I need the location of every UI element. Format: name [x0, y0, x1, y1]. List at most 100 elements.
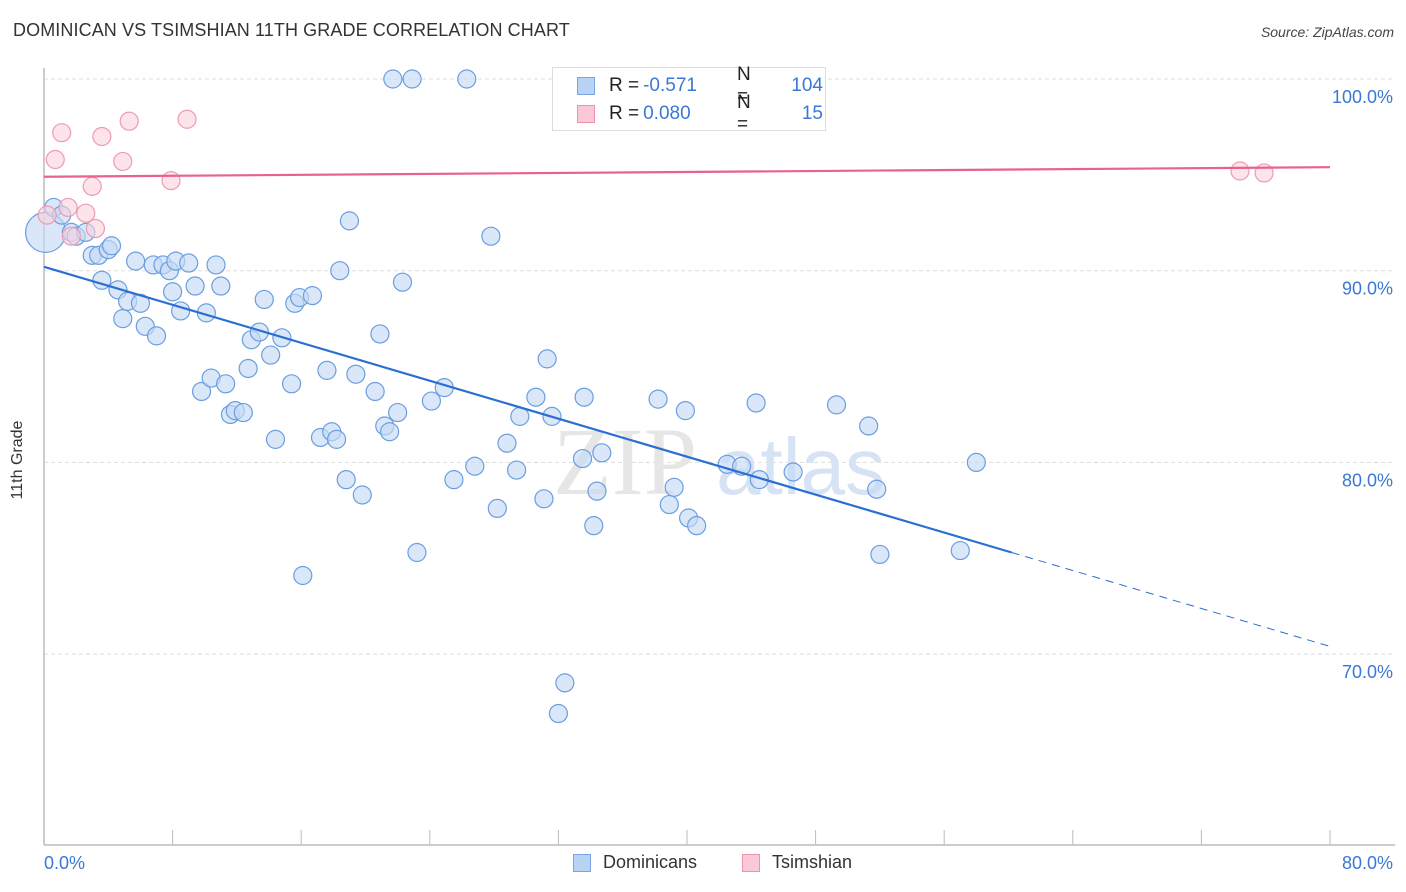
dominicans-point: [534, 489, 554, 509]
dominicans-point: [365, 381, 385, 402]
dominicans-point: [867, 479, 887, 499]
y-tick-label: 70.0%: [1342, 662, 1393, 682]
tsimshian-point: [177, 109, 197, 129]
dominicans-point: [746, 393, 766, 413]
dominicans-point: [526, 387, 546, 407]
y-tick-label: 100.0%: [1332, 87, 1393, 107]
dominicans-point: [402, 69, 422, 89]
dominicans-point: [388, 402, 408, 423]
tsimshian-point: [92, 126, 112, 147]
tsimshian-point: [161, 171, 181, 191]
dominicans-point: [326, 429, 347, 449]
tsimshian-point: [76, 203, 96, 223]
dominicans-point: [584, 516, 604, 536]
dominicans-point: [859, 416, 879, 436]
y-axis-label: 11th Grade: [9, 420, 26, 500]
n-value: 15: [801, 103, 823, 124]
dominicans-point: [261, 345, 281, 365]
dominicans-point: [687, 516, 707, 536]
dominicans-point: [487, 498, 507, 519]
dominicans-swatch: [577, 77, 595, 95]
tsimshian-swatch: [577, 105, 595, 123]
dominicans-point: [497, 433, 517, 453]
r-label: R =: [609, 103, 640, 124]
dominicans-point: [383, 69, 403, 89]
legend-row-dominicans: R = -0.571 N = 104: [577, 64, 823, 107]
dominicans-point: [537, 349, 557, 369]
x-tick-label: 0.0%: [44, 853, 85, 873]
dominicans-point: [317, 360, 337, 380]
dominicans-point: [238, 358, 258, 379]
n-value: 104: [791, 75, 823, 96]
dominicans-trend-extension: [1011, 552, 1331, 647]
y-tick-label: 90.0%: [1342, 279, 1393, 299]
dominicans-point: [572, 448, 593, 469]
dominicans-point: [302, 286, 323, 306]
n-label: N =: [737, 64, 751, 107]
dominicans-point: [211, 276, 231, 296]
y-tick-label: 80.0%: [1342, 470, 1393, 490]
dominicans-point: [659, 494, 679, 515]
correlation-legend: R = -0.571 N = 104 R = 0.080 N = 15: [552, 64, 826, 135]
legend-item-dominicans[interactable]: Dominicans: [573, 852, 697, 873]
dominicans-point: [101, 236, 122, 256]
dominicans-point: [465, 456, 485, 476]
legend-row-tsimshian: R = 0.080 N = 15: [577, 92, 823, 135]
dominicans-point: [113, 309, 133, 329]
tsimshian-point: [119, 111, 139, 131]
dominicans-point: [826, 395, 847, 415]
r-label: R =: [609, 75, 640, 96]
dominicans-legend-swatch: [573, 853, 591, 872]
dominicans-point: [233, 402, 253, 423]
r-value: -0.571: [643, 75, 697, 96]
dominicans-point: [254, 289, 274, 310]
dominicans-trend-line: [43, 265, 1013, 554]
dominicans-point: [555, 673, 575, 693]
tsimshian-point: [113, 151, 133, 172]
r-value: 0.080: [643, 103, 691, 124]
source-label: Source: ZipAtlas.com: [1260, 24, 1394, 40]
series-legend: Dominicans Tsimshian: [0, 852, 1406, 876]
dominicans-point: [675, 401, 695, 421]
dominicans-point: [206, 255, 226, 275]
dominicans-point: [346, 364, 366, 384]
dominicans-point: [950, 540, 970, 561]
dominicans-point: [336, 470, 356, 490]
dominicans-point: [548, 703, 569, 724]
dominicans-point: [664, 477, 684, 497]
dominicans-point: [330, 261, 350, 281]
chart-title: DOMINICAN VS TSIMSHIAN 11TH GRADE CORREL…: [13, 20, 570, 40]
legend-item-tsimshian[interactable]: Tsimshian: [742, 852, 852, 873]
dominicans-point: [281, 374, 302, 394]
dominicans-point: [421, 391, 442, 411]
tsimshian-point: [58, 197, 78, 218]
dominicans-point: [185, 276, 205, 296]
tsimshian-point: [82, 176, 102, 196]
n-label: N =: [737, 92, 751, 135]
legend-label-dominicans: Dominicans: [603, 852, 698, 872]
dominicans-point: [126, 251, 146, 271]
dominicans-point: [352, 485, 372, 505]
dominicans-point: [648, 389, 668, 409]
dominicans-points: [25, 69, 986, 724]
dominicans-point: [457, 69, 477, 89]
tsimshian-point: [85, 218, 106, 239]
dominicans-point: [587, 481, 607, 501]
dominicans-point: [481, 226, 501, 246]
dominicans-point: [574, 387, 594, 407]
trend-lines: [43, 166, 1331, 647]
tsimshian-trend-line: [43, 166, 1331, 178]
dominicans-point: [293, 565, 313, 586]
dominicans-point: [216, 374, 236, 394]
dominicans-point: [444, 470, 464, 490]
axes: [43, 68, 1395, 846]
tsimshian-legend-swatch: [742, 853, 760, 872]
dominicans-point: [163, 282, 183, 302]
tsimshian-point: [1230, 161, 1250, 181]
dominicans-point: [592, 443, 612, 463]
tsimshian-point: [45, 149, 65, 170]
dominicans-point: [179, 253, 199, 273]
dominicans-point: [191, 381, 212, 402]
dominicans-point: [870, 544, 890, 565]
